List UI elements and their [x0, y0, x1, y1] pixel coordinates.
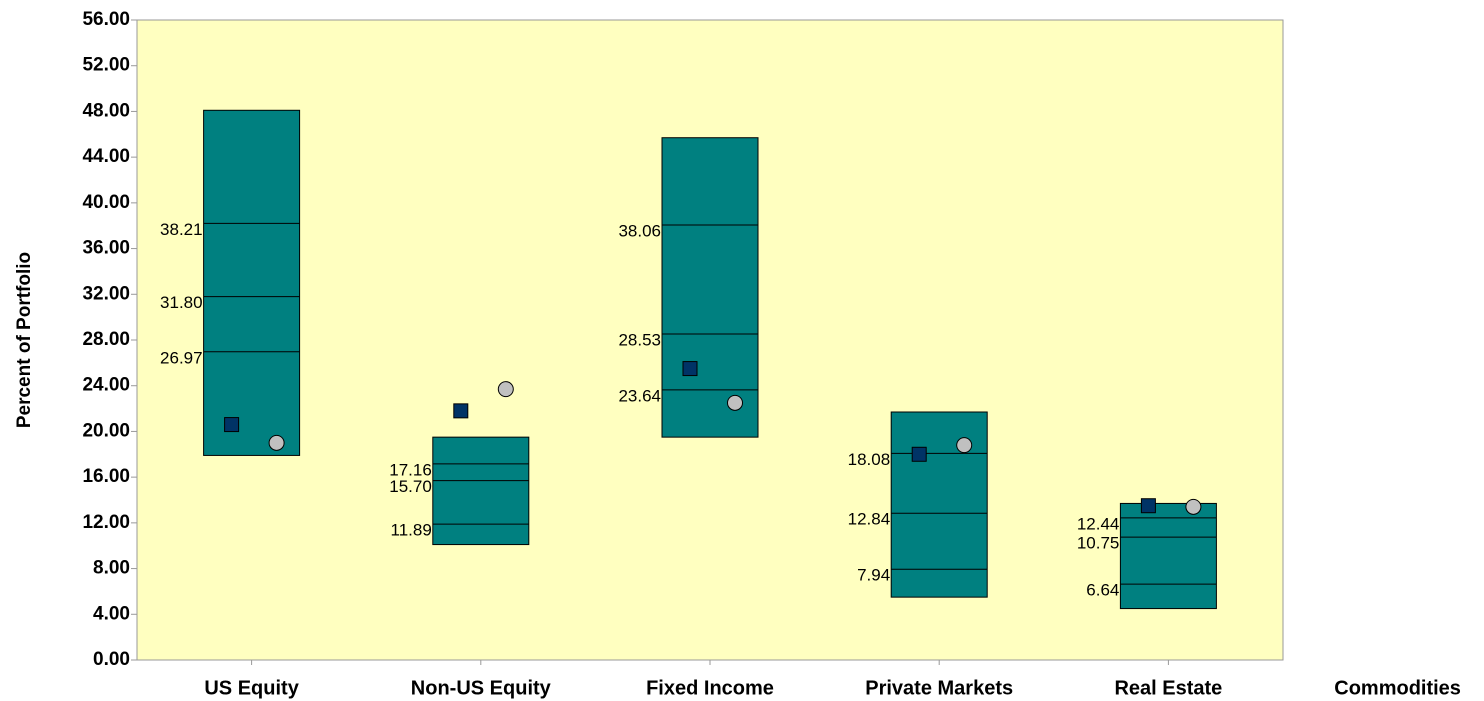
circle-marker	[727, 394, 743, 411]
y-tick-label: 48.00	[82, 100, 130, 121]
y-tick-label: 16.00	[82, 466, 130, 487]
percentile-label: 38.06	[618, 222, 661, 241]
percentile-label: 38.21	[160, 220, 203, 239]
percentile-label: 17.16	[389, 460, 432, 479]
square-marker	[682, 361, 698, 377]
y-tick-label: 44.00	[82, 146, 130, 167]
percentile-label: 12.84	[848, 510, 891, 529]
percentile-label: 12.44	[1077, 514, 1120, 533]
x-tick-label: US Equity	[204, 677, 299, 699]
y-tick-label: 12.00	[82, 512, 130, 533]
x-tick-label: Private Markets	[865, 677, 1013, 699]
y-tick-label: 36.00	[82, 238, 130, 259]
circle-marker	[1185, 498, 1202, 515]
circle-marker	[956, 437, 973, 454]
x-tick-label: Real Estate	[1114, 677, 1222, 699]
x-tick-label: Non-US Equity	[411, 677, 552, 699]
percentile-label: 18.08	[848, 450, 891, 469]
percentile-label: 6.64	[1086, 581, 1119, 600]
range-box	[432, 436, 530, 546]
percentile-label: 15.70	[389, 477, 432, 496]
range-box	[661, 137, 759, 438]
percentile-label: 23.64	[618, 386, 661, 405]
square-marker	[911, 446, 927, 462]
circle-marker	[497, 381, 514, 398]
y-tick-label: 0.00	[93, 649, 130, 670]
range-box	[203, 109, 301, 456]
y-tick-label: 32.00	[82, 283, 130, 304]
y-tick-label: 28.00	[82, 329, 130, 350]
square-marker	[1140, 498, 1156, 514]
percentile-label: 7.94	[857, 566, 890, 585]
y-tick-label: 56.00	[82, 9, 130, 30]
percentile-label: 26.97	[160, 348, 203, 367]
percentile-label: 28.53	[618, 330, 661, 349]
square-marker	[453, 403, 469, 419]
y-tick-label: 40.00	[82, 192, 130, 213]
x-tick-label: Commodities	[1334, 677, 1461, 699]
y-tick-label: 20.00	[82, 420, 130, 441]
percentile-label: 10.75	[1077, 534, 1120, 553]
y-tick-label: 4.00	[93, 603, 130, 624]
y-tick-label: 24.00	[82, 375, 130, 396]
square-marker	[224, 417, 240, 433]
y-tick-label: 8.00	[93, 558, 130, 579]
percentile-label: 11.89	[391, 521, 432, 540]
y-axis-title: Percent of Portfolio	[14, 252, 35, 428]
range-box	[1119, 502, 1217, 610]
x-tick-label: Fixed Income	[646, 677, 774, 699]
percentile-label: 31.80	[160, 293, 203, 312]
circle-marker	[268, 434, 285, 451]
y-tick-label: 52.00	[82, 55, 130, 76]
